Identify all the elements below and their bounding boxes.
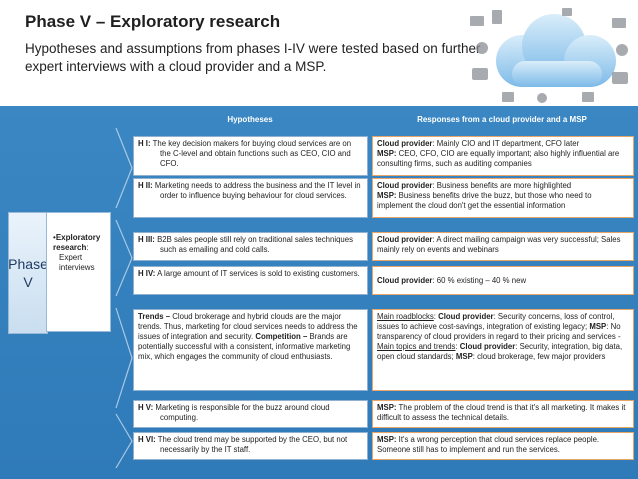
roadblocks-box: Main roadblocks: Cloud provider: Securit… — [372, 309, 634, 391]
cloud-computing-icon — [470, 8, 628, 103]
hypothesis-tag: H III: — [138, 235, 155, 244]
response-h3: Cloud provider: A direct mailing campaig… — [372, 232, 634, 261]
hypothesis-text: A large amount of IT services is sold to… — [157, 269, 360, 278]
response-source: MSP: — [377, 403, 397, 412]
response-source: Cloud provider — [377, 181, 433, 190]
response-source: MSP: — [377, 435, 397, 444]
response-h2: Cloud provider: Business benefits are mo… — [372, 178, 634, 218]
response-h1: Cloud provider: Mainly CIO and IT depart… — [372, 136, 634, 176]
page-title: Phase V – Exploratory research — [25, 12, 281, 31]
response-text: Business benefits drive the buzz, but th… — [377, 191, 592, 210]
response-text: : Business benefits are more highlighted — [432, 181, 572, 190]
topics-text-msp: : cloud brokerage, few major providers — [472, 352, 606, 361]
roadblocks-source-cloud: Cloud provider — [438, 312, 494, 321]
phase-label: Phase V — [8, 212, 48, 334]
hypothesis-text: The cloud trend may be supported by the … — [157, 435, 348, 454]
trends-label: Trends – — [138, 312, 171, 321]
hypothesis-tag: H IV: — [138, 269, 156, 278]
response-source: Cloud provider — [377, 275, 433, 285]
column-header-hypotheses: Hypotheses — [227, 115, 273, 124]
phase-bullet: • — [53, 233, 56, 242]
column-header-responses: Responses from a cloud provider and a MS… — [417, 115, 587, 124]
phase-desc-rest: Expert interviews — [59, 253, 95, 272]
response-text: : 60 % existing – 40 % new — [432, 275, 527, 285]
hypothesis-h4: H IV: A large amount of IT services is s… — [133, 266, 368, 295]
response-text: It's a wrong perception that cloud servi… — [377, 435, 600, 454]
hypothesis-h5: H V: Marketing is responsible for the bu… — [133, 400, 368, 428]
response-h6: MSP: It's a wrong perception that cloud … — [372, 432, 634, 460]
trends-text: Cloud brokerage and hybrid clouds are th… — [138, 312, 358, 341]
hypothesis-h6: H VI: The cloud trend may be supported b… — [133, 432, 368, 460]
roadblocks-heading: Main roadblocks — [377, 312, 434, 321]
hypothesis-text: Marketing is responsible for the buzz ar… — [155, 403, 330, 422]
response-text: : Mainly CIO and IT department, CFO late… — [432, 139, 580, 148]
bracket-arrows — [115, 128, 133, 468]
response-source: Cloud provider — [377, 139, 433, 148]
topics-source-msp: MSP — [455, 352, 473, 361]
competition-label: Competition – — [255, 332, 308, 341]
phase-label-line1: Phase — [8, 256, 48, 272]
roadblocks-text-cloud: : Security concerns, loss of control, is… — [377, 312, 615, 331]
page-subtitle: Hypotheses and assumptions from phases I… — [25, 41, 481, 74]
hypothesis-h1: H I: The key decision makers for buying … — [133, 136, 368, 176]
competition-text: Brands are potentially successful with a… — [138, 332, 351, 361]
hypothesis-tag: H VI: — [138, 435, 156, 444]
roadblocks-sep: : — [433, 312, 439, 321]
phase-description: •Exploratory research: Expert interviews — [46, 212, 111, 332]
phase-desc-bold: Exploratory research — [53, 233, 101, 252]
response-text: The problem of the cloud trend is that i… — [377, 403, 626, 422]
hypothesis-text: Marketing needs to address the business … — [154, 181, 361, 200]
hypothesis-h2: H II: Marketing needs to address the bus… — [133, 178, 368, 218]
roadblocks-text-msp: : No transparency of cloud providers in … — [377, 322, 621, 341]
response-source: MSP: — [377, 149, 397, 158]
response-source: MSP: — [377, 191, 397, 200]
roadblocks-source-msp: MSP — [589, 322, 607, 331]
hypothesis-tag: H I: — [138, 139, 151, 148]
hypothesis-h3: H III: B2B sales people still rely on tr… — [133, 232, 368, 261]
response-text: CEO, CFO, CIO are equally important; als… — [377, 149, 620, 168]
hypothesis-tag: H V: — [138, 403, 154, 412]
hypothesis-tag: H II: — [138, 181, 153, 190]
response-source: Cloud provider — [377, 235, 433, 244]
topics-source-cloud: Cloud provider — [459, 342, 516, 351]
response-h4: Cloud provider: 60 % existing – 40 % new — [372, 266, 634, 295]
hypothesis-text: B2B sales people still rely on tradition… — [157, 235, 353, 254]
trends-competition-box: Trends – Cloud brokerage and hybrid clou… — [133, 309, 368, 391]
topics-sep: : — [455, 342, 460, 351]
phase-desc-colon: : — [86, 243, 89, 252]
hypothesis-text: The key decision makers for buying cloud… — [152, 139, 352, 168]
topics-heading: Main topics and trends — [377, 342, 456, 351]
phase-label-line2: V — [23, 274, 33, 290]
response-h5: MSP: The problem of the cloud trend is t… — [372, 400, 634, 428]
topics-text-cloud: : Security, integration, big data, open … — [377, 342, 623, 361]
response-text: : A direct mailing campaign was very suc… — [377, 235, 621, 254]
